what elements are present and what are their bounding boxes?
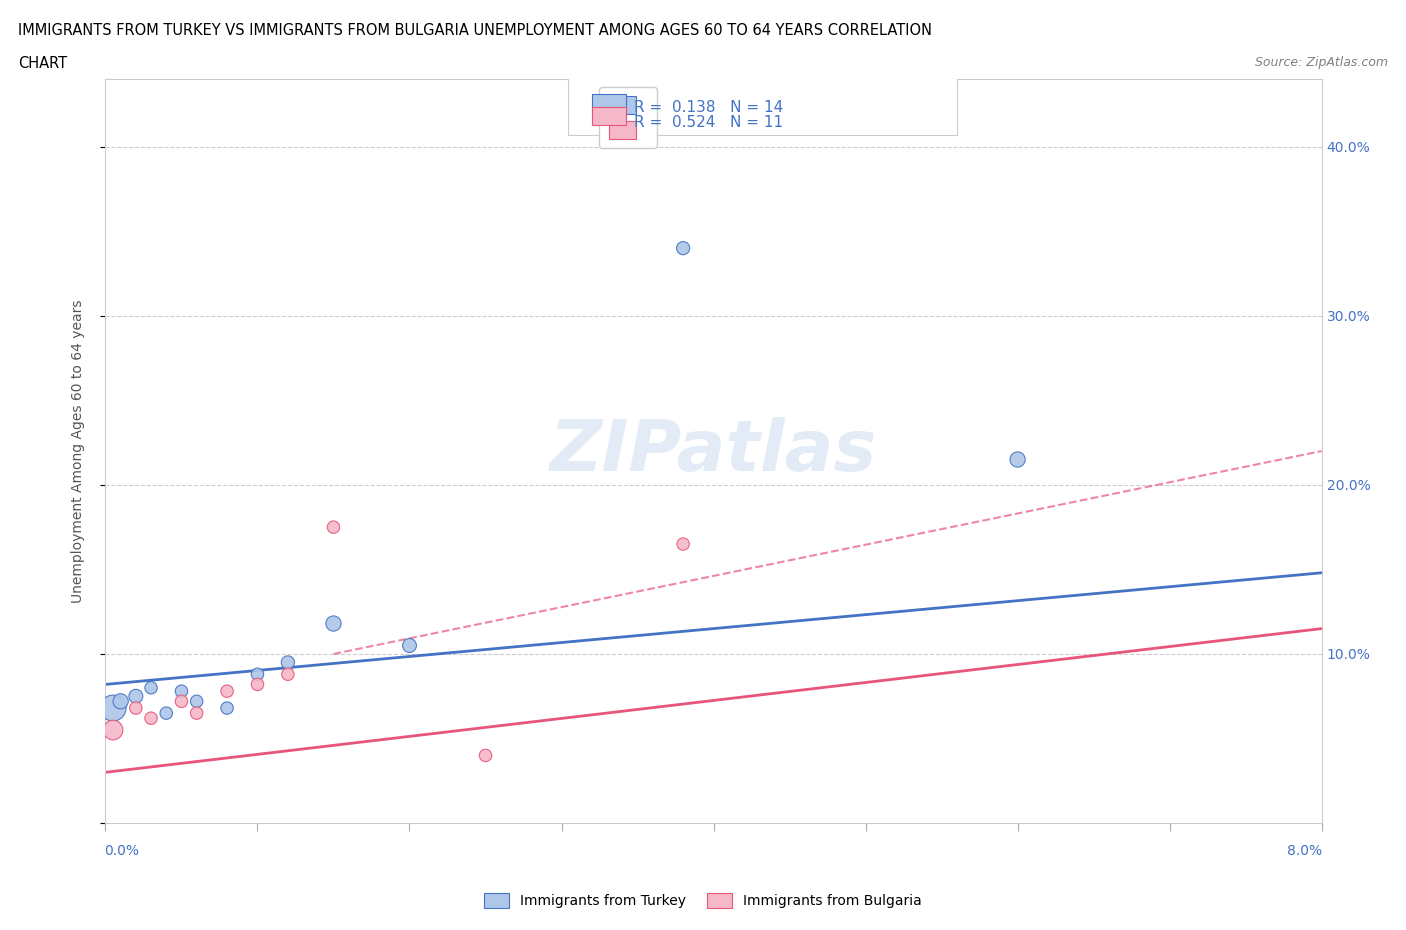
Text: CHART: CHART	[18, 56, 67, 71]
FancyBboxPatch shape	[592, 107, 626, 126]
Point	[125, 700, 148, 715]
Text: R =  0.524   N = 11: R = 0.524 N = 11	[634, 120, 783, 135]
Point	[277, 655, 299, 670]
FancyBboxPatch shape	[592, 94, 626, 113]
Point	[398, 638, 420, 653]
Y-axis label: Unemployment Among Ages 60 to 64 years: Unemployment Among Ages 60 to 64 years	[70, 299, 84, 603]
Point	[217, 684, 239, 698]
Point	[672, 537, 695, 551]
Point	[101, 723, 124, 737]
Legend: , : ,	[599, 86, 658, 148]
Point	[322, 616, 344, 631]
Point	[170, 684, 193, 698]
Point	[474, 748, 496, 763]
Text: R =  0.524   N = 11: R = 0.524 N = 11	[634, 114, 783, 130]
Point	[186, 694, 208, 709]
Point	[125, 689, 148, 704]
Point	[139, 681, 162, 696]
Text: Source: ZipAtlas.com: Source: ZipAtlas.com	[1254, 56, 1388, 69]
Point	[246, 667, 269, 682]
Point	[277, 667, 299, 682]
Text: R =  0.138   N = 14: R = 0.138 N = 14	[634, 100, 783, 115]
Point	[322, 520, 344, 535]
Legend: Immigrants from Turkey, Immigrants from Bulgaria: Immigrants from Turkey, Immigrants from …	[478, 888, 928, 914]
Text: IMMIGRANTS FROM TURKEY VS IMMIGRANTS FROM BULGARIA UNEMPLOYMENT AMONG AGES 60 TO: IMMIGRANTS FROM TURKEY VS IMMIGRANTS FRO…	[18, 23, 932, 38]
Point	[186, 706, 208, 721]
Text: 8.0%: 8.0%	[1286, 844, 1322, 857]
Point	[101, 700, 124, 715]
Text: ZIPatlas: ZIPatlas	[550, 417, 877, 485]
Point	[672, 241, 695, 256]
Point	[139, 711, 162, 725]
Text: R =  0.138   N = 14: R = 0.138 N = 14	[634, 98, 783, 113]
Point	[110, 694, 132, 709]
Point	[155, 706, 177, 721]
Point	[246, 677, 269, 692]
Point	[1007, 452, 1029, 467]
Point	[170, 694, 193, 709]
FancyBboxPatch shape	[568, 75, 956, 135]
Point	[217, 700, 239, 715]
Text: 0.0%: 0.0%	[104, 844, 139, 857]
